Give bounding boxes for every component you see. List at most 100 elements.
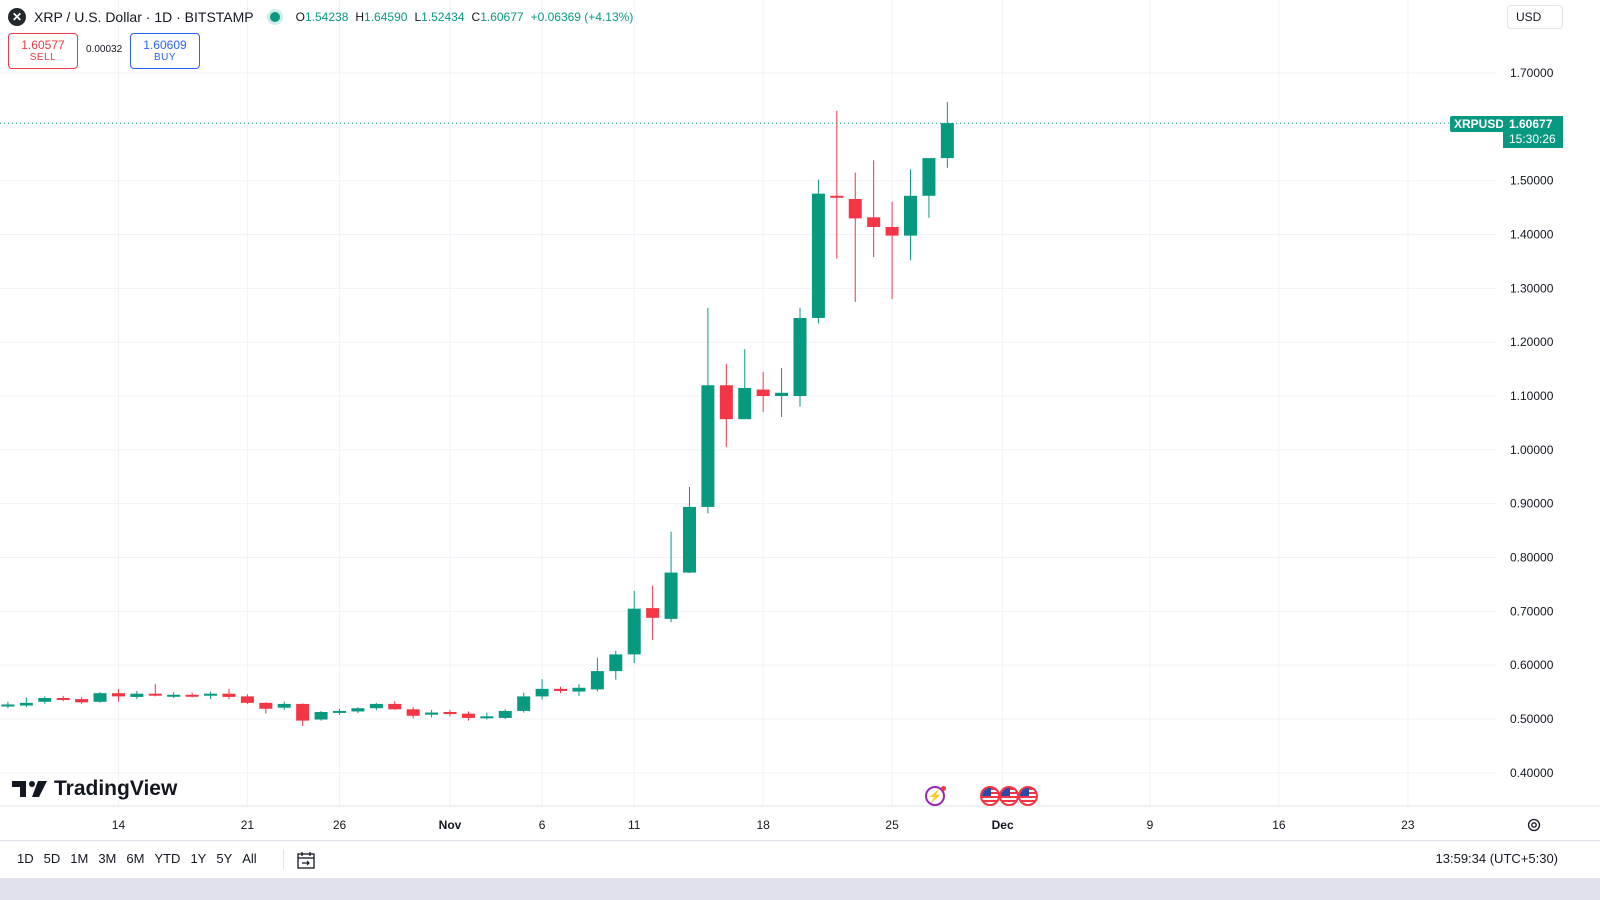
candle-body [425, 712, 439, 715]
candle[interactable] [461, 711, 475, 721]
candle[interactable] [38, 696, 52, 704]
candle[interactable] [130, 691, 144, 700]
x-tick-label: 25 [885, 818, 899, 832]
candle[interactable] [904, 169, 918, 261]
candle[interactable] [56, 695, 70, 702]
candle-body [406, 709, 420, 716]
x-tick-label: 21 [241, 818, 255, 832]
page-scrollbar[interactable] [0, 878, 1600, 900]
candle[interactable] [240, 694, 254, 704]
range-all-button[interactable]: All [242, 851, 257, 866]
candle[interactable] [664, 531, 678, 623]
candle[interactable] [535, 679, 549, 700]
candle[interactable] [167, 692, 181, 699]
us-flag-event-icon[interactable] [980, 786, 1000, 806]
candle[interactable] [204, 691, 218, 700]
candle[interactable] [185, 692, 199, 698]
candle-body [682, 506, 696, 573]
candle[interactable] [19, 697, 33, 708]
candle[interactable] [922, 158, 936, 218]
range-buttons: 1D 5D 1M 3M 6M YTD 1Y 5Y All [12, 850, 262, 868]
candle[interactable] [1, 701, 15, 709]
range-6m-button[interactable]: 6M [126, 851, 145, 866]
candle[interactable] [848, 172, 862, 302]
candle-body [867, 217, 881, 227]
candle-body [922, 158, 936, 196]
candle[interactable] [775, 368, 789, 418]
candle[interactable] [443, 709, 457, 717]
gear-icon[interactable] [1526, 817, 1542, 833]
x-tick-label: 6 [539, 818, 546, 832]
candle-body [609, 654, 623, 672]
candle[interactable] [111, 688, 125, 702]
candle[interactable] [646, 585, 660, 640]
us-flag-event-icon[interactable] [999, 786, 1019, 806]
symbol-title[interactable]: XRP / U.S. Dollar · 1D · BITSTAMP [34, 9, 254, 25]
range-1m-button[interactable]: 1M [70, 851, 89, 866]
candle[interactable] [425, 709, 439, 718]
candle-body [738, 387, 752, 420]
range-5d-button[interactable]: 5D [43, 851, 61, 866]
range-3m-button[interactable]: 3M [98, 851, 117, 866]
candle[interactable] [811, 179, 825, 324]
candle-body [756, 389, 770, 397]
range-ytd-button[interactable]: YTD [154, 851, 181, 866]
candle[interactable] [940, 102, 954, 168]
sell-label: SELL [29, 52, 57, 64]
x-tick-label: 14 [112, 818, 126, 832]
candle[interactable] [719, 363, 733, 448]
candle[interactable] [701, 307, 715, 514]
candle[interactable] [830, 110, 844, 259]
candle[interactable] [590, 657, 604, 692]
candle[interactable] [333, 708, 346, 715]
candle[interactable] [388, 701, 402, 710]
candle[interactable] [351, 707, 365, 714]
candle-body [443, 712, 457, 715]
candle[interactable] [314, 710, 328, 721]
chart-header: ✕ XRP / U.S. Dollar · 1D · BITSTAMP O1.5… [8, 6, 633, 28]
candle[interactable] [222, 688, 236, 700]
candle[interactable] [93, 692, 107, 703]
candle[interactable] [682, 486, 696, 574]
candle[interactable] [885, 201, 899, 300]
us-flag-event-icon[interactable] [1018, 786, 1038, 806]
candle[interactable] [554, 686, 568, 694]
candle-body [130, 693, 144, 697]
candle-body [277, 703, 291, 708]
candle[interactable] [738, 349, 752, 420]
buy-button[interactable]: 1.60609 BUY [130, 33, 200, 69]
range-5y-button[interactable]: 5Y [216, 851, 233, 866]
candle[interactable] [572, 684, 586, 696]
candle[interactable] [406, 707, 420, 719]
candle[interactable] [867, 160, 881, 258]
candle[interactable] [296, 703, 310, 726]
candle[interactable] [498, 709, 512, 719]
candle[interactable] [609, 650, 623, 680]
calendar-goto-icon[interactable] [296, 850, 316, 870]
y-tick-label: 0.50000 [1510, 712, 1554, 726]
candle[interactable] [627, 590, 641, 664]
candle[interactable] [480, 712, 494, 720]
candle[interactable] [277, 701, 291, 710]
candle[interactable] [259, 702, 273, 714]
candle[interactable] [793, 307, 807, 407]
candle[interactable] [756, 371, 770, 413]
candlestick-chart[interactable]: 0.40000 0.50000 0.60000 0.70000 0.80000 0.900… [0, 0, 1600, 840]
range-1y-button[interactable]: 1Y [190, 851, 207, 866]
timezone-clock[interactable]: 13:59:34 (UTC+5:30) [1435, 851, 1558, 866]
candle[interactable] [148, 684, 162, 697]
x-tick-label: 11 [628, 818, 641, 832]
candle[interactable] [369, 702, 383, 711]
tradingview-logo[interactable]: TradingView [12, 777, 177, 801]
sell-button[interactable]: 1.60577 SELL [8, 33, 78, 69]
change-value: +0.06369 (+4.13%) [530, 10, 634, 24]
range-1d-button[interactable]: 1D [17, 851, 34, 866]
candle[interactable] [75, 696, 89, 704]
currency-select[interactable]: USD [1507, 5, 1563, 29]
candle[interactable] [517, 692, 531, 713]
candle-body [572, 687, 586, 692]
candle-body [259, 702, 273, 709]
market-open-indicator-icon[interactable] [269, 12, 280, 22]
candle-body [498, 710, 512, 718]
event-lightning-icon[interactable]: ⚡ [925, 786, 945, 806]
